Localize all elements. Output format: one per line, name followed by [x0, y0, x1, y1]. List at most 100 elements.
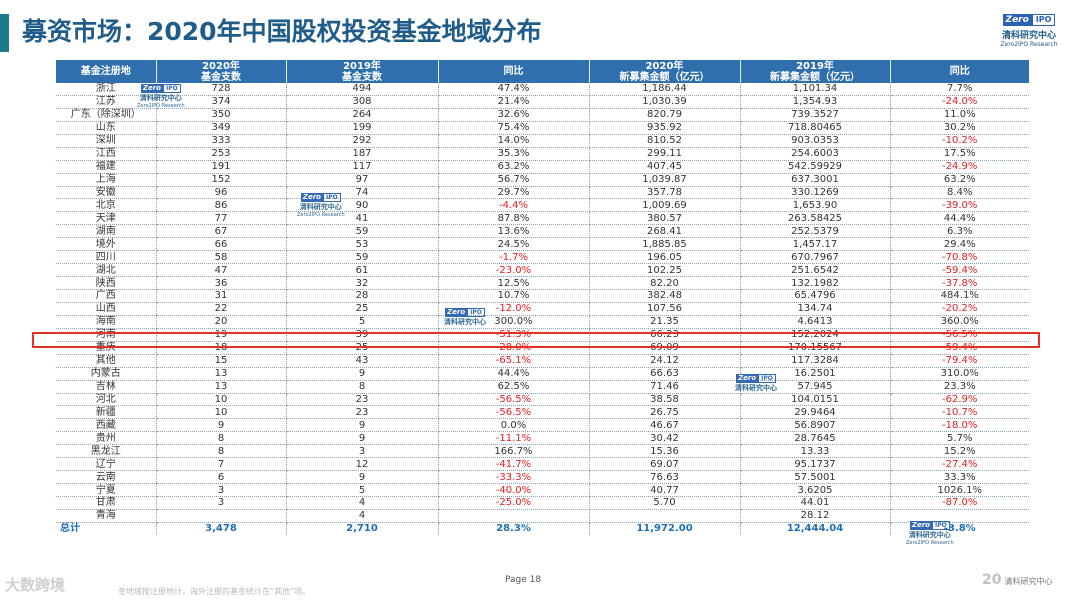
table-cell: 728: [156, 83, 287, 96]
table-cell: 39: [286, 328, 439, 342]
table-cell: -1.7%: [438, 250, 590, 265]
table-row: 湖北 47 61 -23.0% 102.25 251.6542 -59.4%: [56, 263, 1029, 278]
table-cell: 90: [286, 198, 439, 213]
table-cell: 云南: [56, 470, 157, 485]
highlight-box-hainan: [32, 332, 1040, 348]
column-header: 同比: [890, 60, 1029, 83]
table-cell: 4.6413: [740, 315, 891, 329]
watermark-ipo: IPO: [932, 521, 950, 530]
table-cell: -24.0%: [890, 95, 1029, 109]
table-cell: 湖南: [56, 224, 157, 239]
table-row: 浙江 728 494 47.4% 1,186.44 1,101.34 7.7%: [56, 83, 1029, 96]
table-cell: 308: [286, 95, 439, 109]
table-cell: 196.05: [589, 250, 741, 265]
table-cell: -62.9%: [890, 393, 1029, 407]
table-cell: 903.0353: [740, 134, 891, 148]
table-cell: 7.7%: [890, 83, 1029, 96]
page-title: 募资市场：2020年中国股权投资基金地域分布: [22, 17, 542, 46]
table-cell: 9: [286, 431, 439, 446]
total-row: 总计 3,478 2,710 28.3% 11,972.00 12,444.04 -3.8%: [56, 522, 1029, 535]
table-row: 北京 86 90 -4.4% 1,009.69 1,653.90 -39.0%: [56, 198, 1029, 213]
brand-logo-mark: Zero IPO: [998, 14, 1060, 26]
table-cell: 福建: [56, 160, 157, 174]
table-cell: 30.42: [589, 431, 741, 446]
table-cell: 13: [156, 367, 287, 381]
table-cell: 36: [156, 276, 287, 290]
footer-note: 金地域按注册地计，海外注册的基金统计在“其他”项。: [118, 587, 311, 596]
table-cell: -56.5%: [438, 393, 590, 407]
table-cell: 61: [286, 263, 439, 278]
table-cell: 河南: [56, 328, 157, 342]
table-cell: 41: [286, 211, 439, 226]
table-cell: 44.4%: [890, 211, 1029, 226]
table-cell: 河北: [56, 393, 157, 407]
bottom-right-logo: 20 清科研究中心: [982, 572, 1052, 588]
table-cell: 66: [156, 237, 287, 252]
table-cell: -56.5%: [890, 328, 1029, 342]
table-cell: 57.945: [740, 380, 891, 394]
table-row: 上海 152 97 56.7% 1,039.87 637.3001 63.2%: [56, 173, 1029, 187]
table-body: 浙江 728 494 47.4% 1,186.44 1,101.34 7.7% 江苏 374 30…: [56, 83, 1029, 535]
table-cell: 3: [156, 483, 287, 497]
table-cell: 300.0%: [438, 315, 590, 329]
watermark-zero: Zero: [909, 521, 932, 530]
table-cell: 380.57: [589, 211, 741, 226]
table-cell: 28.12: [740, 509, 891, 523]
table-cell: 9: [286, 418, 439, 433]
table-row: 江苏 374 308 21.4% 1,030.39 1,354.93 -24.0%: [56, 95, 1029, 109]
table-cell: 23: [286, 393, 439, 407]
table-cell: 96: [156, 186, 287, 200]
table-cell: 上海: [56, 173, 157, 187]
table-cell: 65.4796: [740, 289, 891, 303]
table-cell: -11.1%: [438, 431, 590, 446]
table-row: 福建 191 117 63.2% 407.45 542.59929 -24.9%: [56, 160, 1029, 174]
table-row: 河北 10 23 -56.5% 38.58 104.0151 -62.9%: [56, 393, 1029, 407]
watermark-zero: Zero: [140, 84, 163, 93]
table-cell: 97: [286, 173, 439, 187]
watermark-cn: 清科研究中心: [299, 203, 342, 211]
table-cell: 251.6542: [740, 263, 891, 278]
table-cell: 1026.1%: [890, 483, 1029, 497]
table-cell: 43: [286, 354, 439, 368]
table-cell: 21.4%: [438, 95, 590, 109]
table-cell: 8.4%: [890, 186, 1029, 200]
table-row: 山西 22 25 -12.0% 107.56 134.74 -20.2%: [56, 302, 1029, 316]
column-header: 2020年 新募集金额（亿元）: [589, 60, 741, 83]
table-row: 陕西 36 32 12.5% 82.20 132.1982 -37.8%: [56, 276, 1029, 290]
table-cell: -51.3%: [438, 328, 590, 342]
table-cell: -20.2%: [890, 302, 1029, 316]
table-cell: 187: [286, 147, 439, 161]
watermark-zero: Zero: [300, 193, 323, 202]
table-cell: 深圳: [56, 134, 157, 148]
table-cell: 58: [156, 250, 287, 265]
table-cell: 407.45: [589, 160, 741, 174]
table-cell: -79.4%: [890, 354, 1029, 368]
table-row: 其他 15 43 -65.1% 24.12 117.3284 -79.4%: [56, 354, 1029, 368]
brand-zero-text: Zero: [1002, 14, 1032, 26]
table-cell: 1,030.39: [589, 95, 741, 109]
watermark-logo: Zero IPO 清科研究中心: [735, 374, 777, 393]
table-cell: 21.35: [589, 315, 741, 329]
table-cell: 28: [286, 289, 439, 303]
table-cell: 76.63: [589, 470, 741, 485]
table-cell: 254.6003: [740, 147, 891, 161]
table-cell: 吉林: [56, 380, 157, 394]
table-cell: -18.0%: [890, 418, 1029, 433]
watermark-cn: 清科研究中心: [735, 384, 777, 392]
table-cell: 38.58: [589, 393, 741, 407]
table-cell: [438, 509, 590, 523]
table-cell: [589, 509, 741, 523]
table-cell: 670.7967: [740, 250, 891, 265]
title-accent-bar: [0, 14, 9, 52]
watermark-cn: 清科研究中心: [444, 318, 486, 326]
table-cell: 199: [286, 121, 439, 135]
table-cell: 349: [156, 121, 287, 135]
table-cell: 117: [286, 160, 439, 174]
table-row: 云南 6 9 -33.3% 76.63 57.5001 33.3%: [56, 470, 1029, 485]
watermark-ipo: IPO: [163, 84, 181, 93]
brand-logo: Zero IPO 清科研究中心 Zero2IPO Research: [998, 14, 1060, 48]
table-cell: -39.0%: [890, 198, 1029, 213]
table-cell: 22: [156, 302, 287, 316]
table-cell: 山东: [56, 121, 157, 135]
table-cell: 67: [156, 224, 287, 239]
